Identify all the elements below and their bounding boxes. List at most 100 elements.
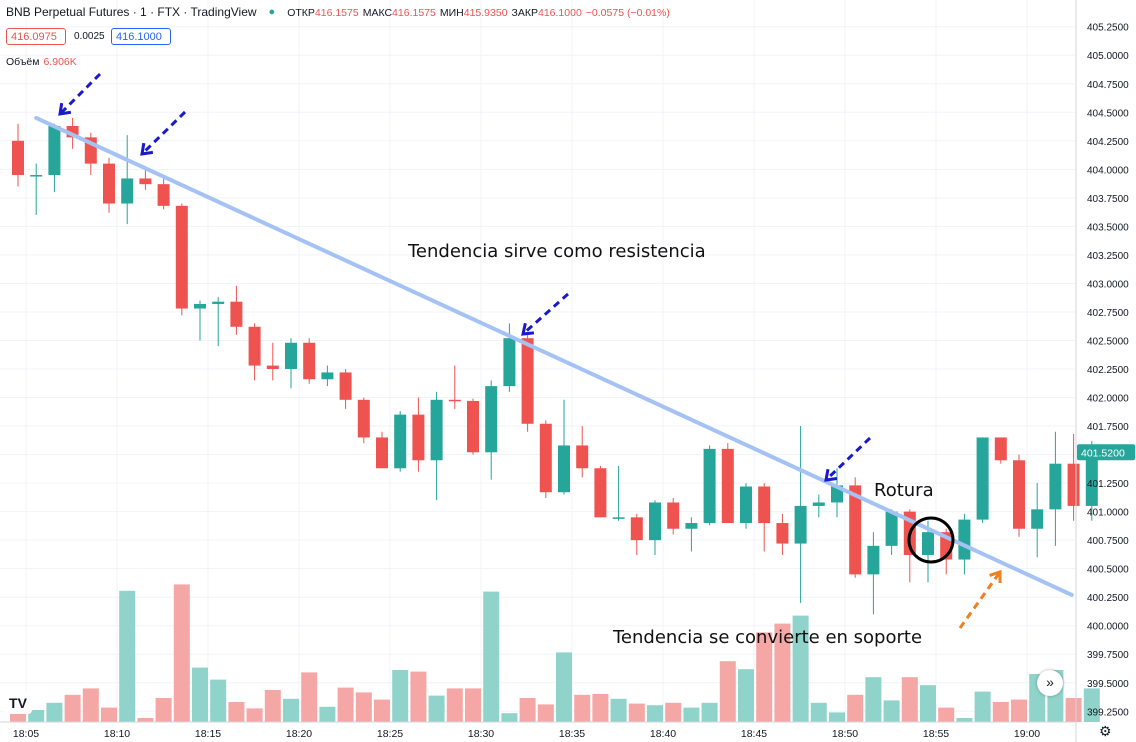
y-tick-label: 402.0000: [1087, 394, 1129, 405]
ohlc-key: МАКС: [362, 7, 393, 19]
volume-bar: [210, 679, 227, 722]
volume-bar: [392, 670, 409, 722]
ohlc-key: ЗАКР: [511, 7, 538, 19]
candle-body: [230, 301, 243, 327]
volume-bar: [665, 702, 682, 722]
volume-bar: [519, 698, 536, 722]
x-tick-label: 18:55: [923, 728, 949, 740]
candle-body: [740, 486, 752, 524]
candle-body: [357, 399, 370, 438]
last-price-label: 401.5200: [1081, 447, 1125, 459]
volume-bar: [556, 652, 572, 722]
candle-body: [1049, 463, 1062, 510]
trend-annotations: [34, 72, 1074, 629]
x-tick-label: 18:20: [286, 728, 312, 740]
candle-body: [139, 178, 152, 185]
candle-body: [194, 303, 206, 309]
volume-bar: [883, 700, 900, 722]
candle-body: [649, 502, 661, 541]
candle-body: [376, 437, 388, 469]
candle-body: [121, 178, 134, 204]
ask-price-box[interactable]: 416.1000: [111, 28, 171, 45]
y-tick-label: 404.2500: [1087, 137, 1129, 148]
arrow-touch-3-head: [521, 322, 535, 336]
volume-bar: [920, 685, 936, 722]
gear-icon[interactable]: ⚙: [1099, 723, 1112, 739]
spread-value: 0.0025: [74, 31, 105, 42]
x-tick-label: 18:25: [377, 728, 403, 740]
volume-bar: [701, 702, 718, 722]
bid-price-box[interactable]: 416.0975: [6, 28, 66, 45]
candle-body: [303, 342, 316, 380]
candle-body: [521, 338, 534, 424]
scroll-to-realtime-icon[interactable]: »: [1037, 670, 1063, 696]
volume-bar: [483, 591, 500, 722]
candle-body: [339, 372, 352, 400]
candle-body: [630, 517, 643, 541]
y-tick-label: 399.7500: [1087, 650, 1129, 661]
candle-body: [867, 545, 880, 575]
candle-body: [66, 125, 79, 138]
candle-body: [503, 338, 516, 387]
candle-body: [485, 386, 498, 453]
ohlc-value: 416.1575: [392, 7, 436, 19]
volume-bar: [173, 584, 190, 722]
volume-bar: [446, 688, 463, 722]
candle-body: [885, 511, 898, 546]
arrow-touch-2-head: [140, 142, 154, 156]
candle-body: [612, 517, 625, 519]
volume-bar: [774, 623, 791, 722]
x-tick-label: 18:35: [559, 728, 585, 740]
x-tick-label: 18:30: [468, 728, 494, 740]
volume-bar: [1083, 688, 1100, 722]
ohlc-key: ОТКР: [287, 7, 315, 19]
candle-body: [776, 523, 789, 544]
candle-body: [266, 365, 279, 369]
candle-body: [430, 399, 443, 461]
volume-bar: [228, 702, 245, 722]
volume-bar: [756, 632, 773, 722]
candle-body: [685, 523, 698, 529]
x-tick-label: 18:45: [741, 728, 767, 740]
annotation-support: Tendencia se convierte en soporte: [613, 627, 923, 648]
volume-bar: [46, 702, 63, 722]
volume-bar: [592, 694, 609, 722]
y-tick-label: 402.7500: [1087, 308, 1129, 319]
volume-bar: [719, 661, 736, 722]
y-tick-label: 401.2500: [1087, 479, 1129, 490]
volume-bar: [28, 710, 45, 722]
volume-bar: [101, 707, 117, 722]
candle-body: [976, 437, 989, 520]
candle-body: [794, 505, 807, 544]
candle-body: [922, 532, 934, 555]
volume-bar: [192, 667, 208, 722]
volume-bar: [537, 704, 554, 722]
volume-bar: [137, 718, 154, 722]
arrow-support-head: [989, 569, 1002, 584]
chart-grid: [0, 0, 1075, 721]
ohlc-key: МИН: [439, 7, 464, 19]
volume-label: Объём: [6, 56, 40, 68]
arrow-touch-1-head: [58, 102, 72, 116]
annotation-resistance: Tendencia sirve como resistencia: [408, 241, 706, 262]
symbol-title[interactable]: BNB Perpetual Futures · 1 · FTX · Tradin…: [6, 5, 257, 19]
candle-body: [758, 486, 771, 524]
y-tick-label: 400.7500: [1087, 536, 1129, 547]
volume-bar: [647, 705, 663, 722]
volume-bar: [301, 672, 318, 722]
annotation-breakout: Rotura: [874, 480, 934, 501]
candle-body: [467, 400, 479, 453]
x-tick-label: 18:40: [650, 728, 676, 740]
volume-bar: [410, 671, 427, 722]
ohlc-value: 416.1000: [538, 7, 582, 19]
x-tick-label: 18:05: [13, 728, 39, 740]
candle-body: [321, 372, 334, 380]
volume-bar: [847, 694, 864, 722]
volume-bar: [610, 698, 627, 722]
y-tick-label: 400.5000: [1087, 565, 1129, 576]
y-tick-label: 403.0000: [1087, 279, 1129, 290]
candle-body: [48, 125, 61, 176]
arrow-support: [958, 571, 1002, 629]
